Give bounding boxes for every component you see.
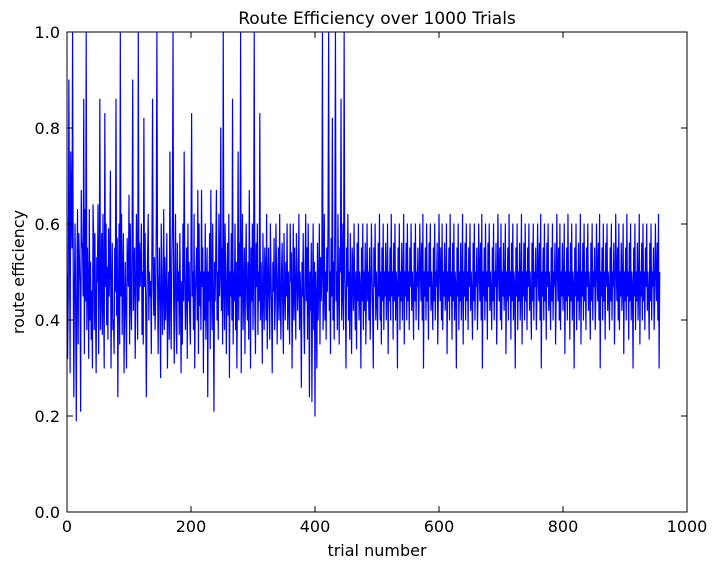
plot-area — [67, 32, 661, 422]
y-axis-label: route efficiency — [9, 210, 28, 334]
y-tick-label: 0.8 — [35, 119, 60, 138]
chart-title: Route Efficiency over 1000 Trials — [238, 9, 516, 29]
y-tick-label: 0.6 — [35, 215, 60, 234]
x-tick-label: 200 — [176, 517, 207, 536]
x-tick-label: 0 — [62, 517, 72, 536]
x-axis-label: trial number — [327, 541, 427, 560]
axes-frame — [66, 31, 688, 513]
y-tick-label: 0.4 — [35, 311, 60, 330]
x-axis-ticks: 0 200 400 600 800 1000 — [62, 32, 707, 536]
y-tick-label: 0.2 — [35, 407, 60, 426]
x-tick-label: 1000 — [667, 517, 708, 536]
y-axis-ticks: 0.0 0.2 0.4 0.6 0.8 1.0 — [35, 23, 687, 522]
x-tick-label: 600 — [424, 517, 455, 536]
series-line — [67, 32, 661, 422]
y-tick-label: 1.0 — [35, 23, 60, 42]
x-tick-label: 400 — [300, 517, 331, 536]
x-tick-label: 800 — [548, 517, 579, 536]
y-tick-label: 0.0 — [35, 503, 60, 522]
